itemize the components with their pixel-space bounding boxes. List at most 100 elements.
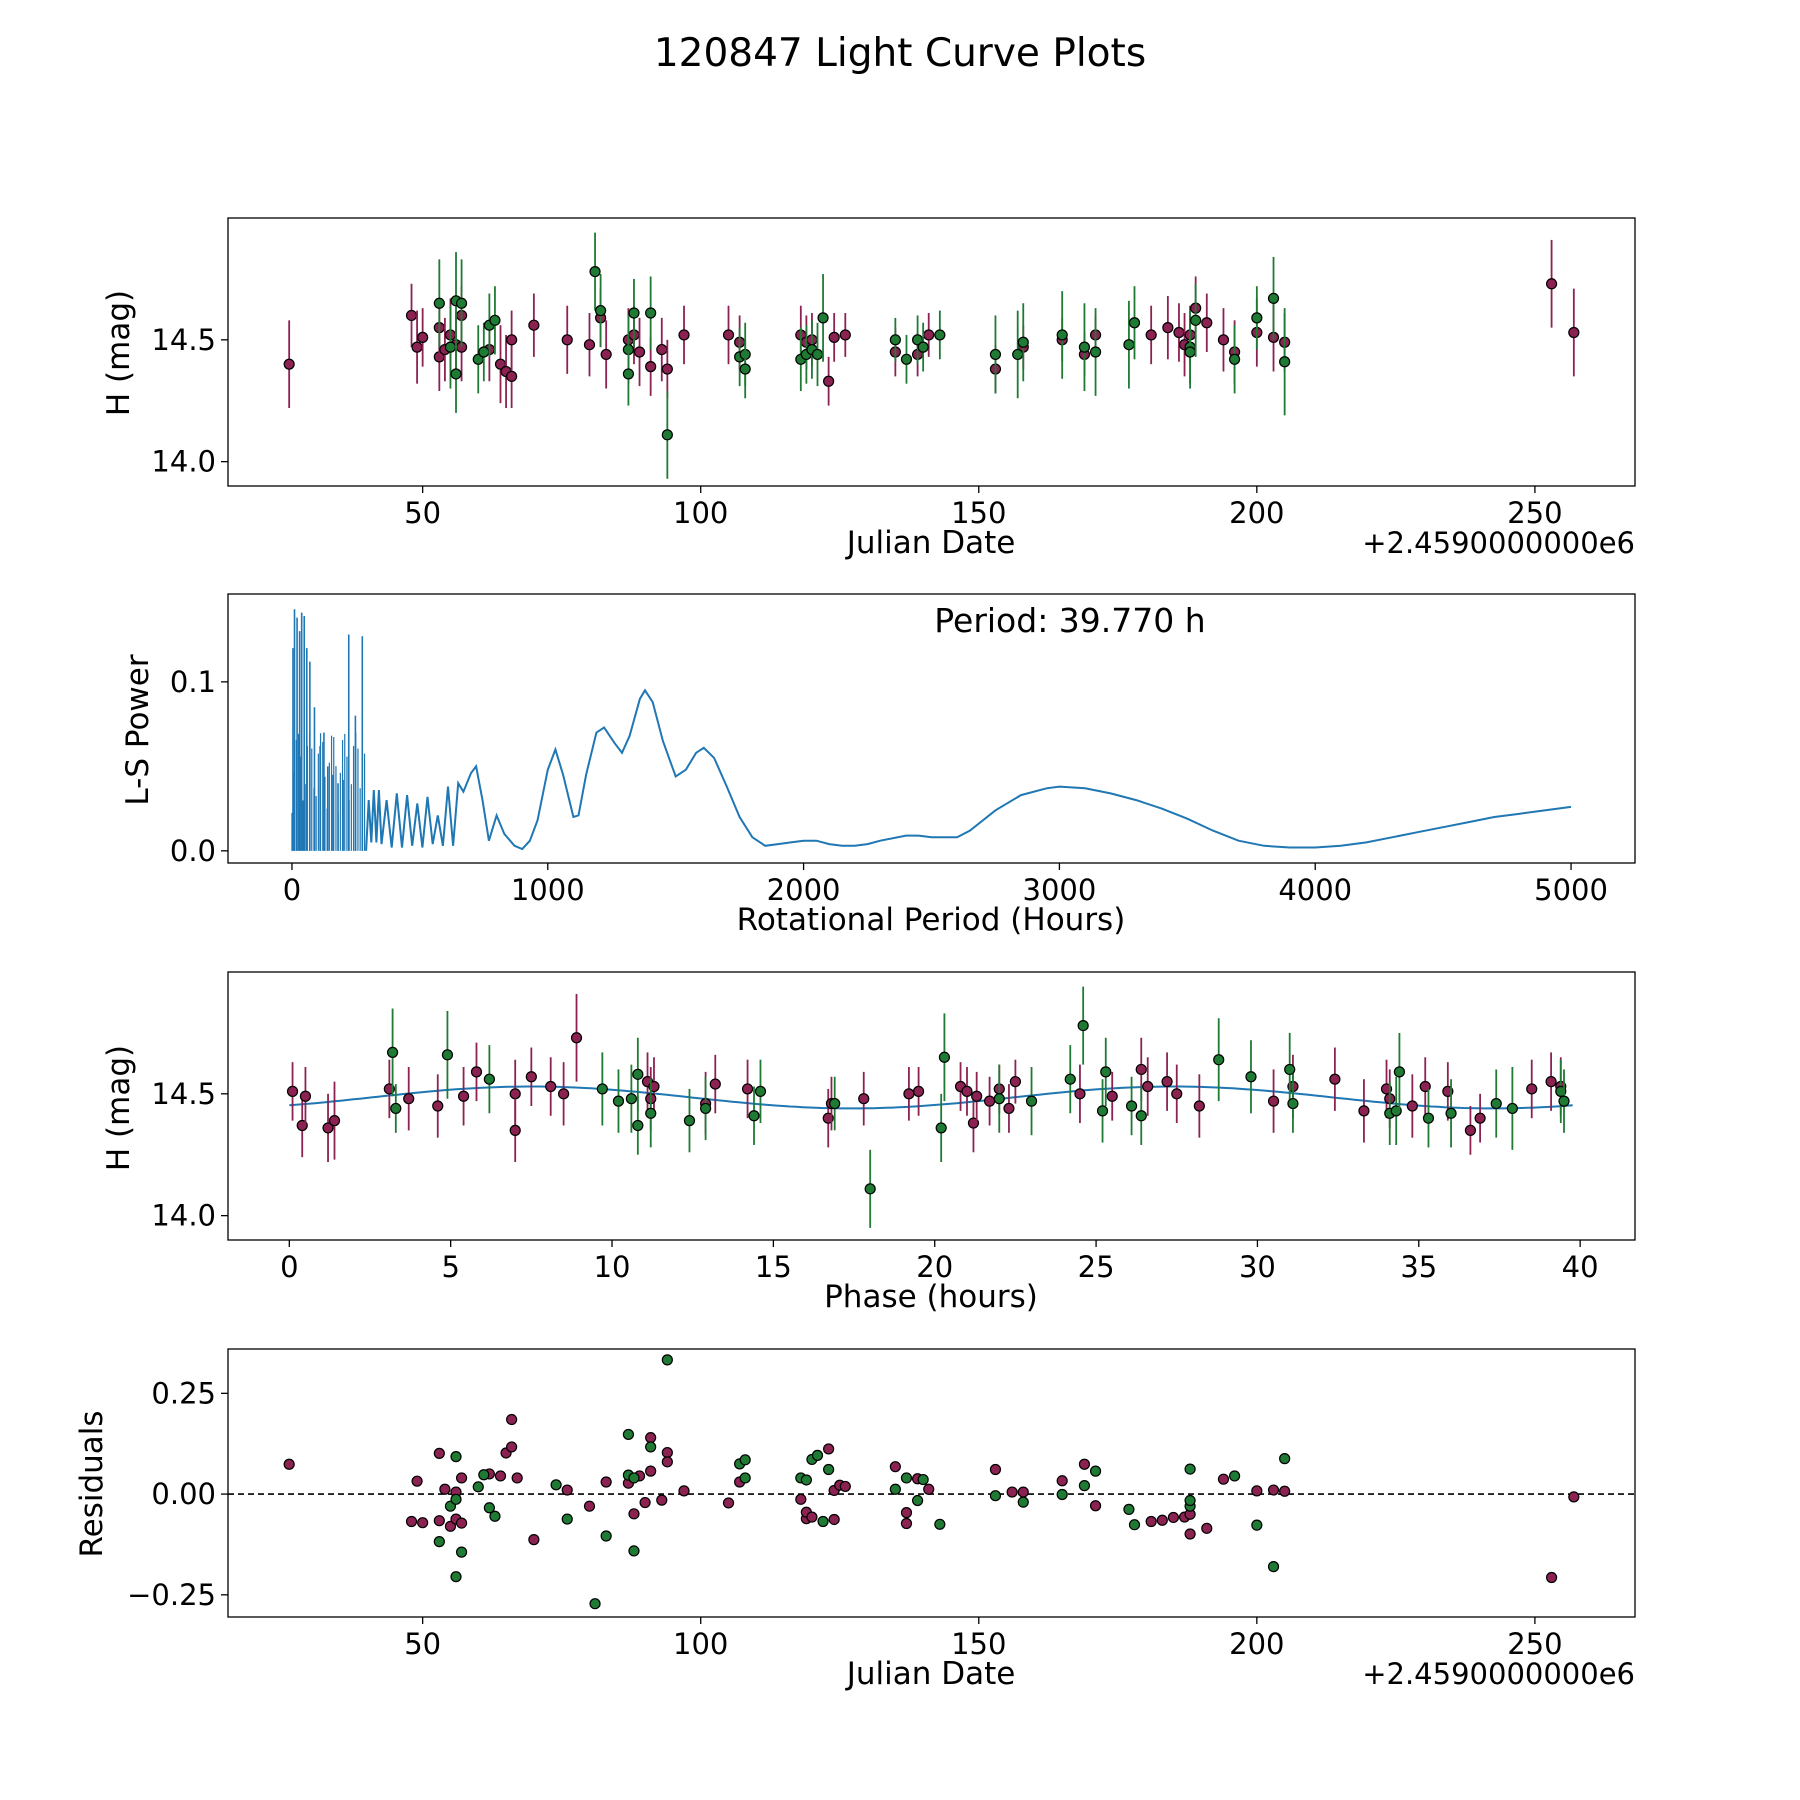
- filter_a-data-point: [661, 1446, 673, 1459]
- residuals-offset-label: +2.4590000000e6: [1362, 1657, 1635, 1691]
- filter_b-data-point: [989, 1490, 1002, 1502]
- filter_a-data-point: [328, 1115, 341, 1127]
- phased-xtick-label: 35: [1400, 1250, 1437, 1284]
- filter_b-data-point: [1393, 1066, 1406, 1078]
- phased-axes-frame: [227, 971, 1636, 1241]
- filter_b-data-point: [993, 1093, 1005, 1105]
- periodogram-ytick-label: 0.0: [170, 834, 216, 868]
- filter_b-data-point: [455, 1546, 468, 1558]
- filter_b-data-point: [489, 1510, 501, 1522]
- filter_b-data-point: [935, 1122, 947, 1134]
- filter_b-data-point: [889, 334, 901, 346]
- phased-ytick-label: 14.5: [151, 1077, 216, 1111]
- residuals-axes-frame: [227, 1348, 1636, 1618]
- filter_b-data-point: [478, 346, 490, 358]
- filter_b-data-point: [1267, 1561, 1280, 1573]
- filter_a-data-point: [433, 1515, 445, 1527]
- filter_a-data-point: [741, 1083, 754, 1095]
- filter_a-data-point: [1193, 1100, 1205, 1112]
- filter_b-data-point: [1017, 336, 1029, 348]
- filter_b-data-point: [1190, 314, 1202, 326]
- filter_a-data-point: [509, 1124, 521, 1136]
- filter_a-data-point: [1184, 1528, 1196, 1540]
- filter_b-data-point: [1012, 348, 1024, 361]
- lightcurve-ytick-label: 14.5: [151, 323, 216, 357]
- filter_b-data-point: [1123, 1503, 1135, 1515]
- filter_b-data-point: [739, 1454, 751, 1466]
- filter_a-data-point: [405, 1515, 418, 1528]
- filter_b-data-point: [1558, 1095, 1570, 1107]
- filter_a-data-point: [645, 361, 657, 373]
- lightcurve-xtick-label: 150: [951, 496, 1006, 530]
- filter_a-data-point: [457, 1090, 470, 1102]
- filter_b-data-point: [390, 1102, 402, 1115]
- filter_a-data-point: [1145, 1515, 1157, 1528]
- phased-xtick-label: 5: [441, 1250, 459, 1284]
- filter_a-data-point: [1078, 1458, 1091, 1470]
- filter_a-data-point: [678, 329, 690, 341]
- phased-xtick-label: 25: [1078, 1250, 1115, 1284]
- filter_b-data-point: [1064, 1073, 1076, 1085]
- filter_a-data-point: [1106, 1090, 1118, 1102]
- lightcurve-x-label: Julian Date: [845, 525, 1016, 561]
- filter_b-data-point: [811, 1449, 824, 1461]
- filter_b-data-point: [550, 1479, 562, 1491]
- filter_a-data-point: [283, 1458, 295, 1470]
- filter_b-data-point: [433, 1536, 445, 1548]
- filter_b-data-point: [823, 1463, 835, 1476]
- filter_a-data-point: [795, 1493, 807, 1505]
- filter_a-data-point: [1251, 1485, 1263, 1497]
- filter_b-data-point: [455, 297, 468, 309]
- phased-xtick-label: 20: [916, 1250, 953, 1284]
- filter_a-data-point: [403, 1093, 415, 1105]
- filter_a-data-point: [1161, 1076, 1173, 1088]
- filter_b-data-point: [1089, 1465, 1102, 1477]
- filter_b-data-point: [1128, 317, 1141, 329]
- filter_a-data-point: [439, 1483, 451, 1495]
- filter_a-data-point: [1217, 1473, 1230, 1485]
- filter_b-data-point: [1287, 1097, 1299, 1110]
- filter_b-data-point: [450, 368, 462, 380]
- filter_b-data-point: [483, 1073, 495, 1085]
- filter_a-data-point: [1329, 1073, 1341, 1085]
- filter_a-data-point: [558, 1088, 570, 1100]
- filter_a-data-point: [989, 1463, 1002, 1476]
- filter_b-data-point: [1284, 1063, 1296, 1076]
- residuals-xtick-label: 100: [673, 1627, 728, 1661]
- lightcurve-xtick-label: 250: [1507, 496, 1562, 530]
- lightcurve-offset-label: +2.4590000000e6: [1362, 526, 1635, 560]
- filter_b-data-point: [1056, 1488, 1068, 1501]
- filter_a-data-point: [923, 329, 935, 341]
- residuals-ytick-label: 0.25: [151, 1376, 216, 1410]
- filter_a-data-point: [545, 1080, 557, 1093]
- filter_b-data-point: [817, 1515, 829, 1528]
- filter_a-data-point: [1156, 1514, 1168, 1526]
- periodogram-x-label: Rotational Period (Hours): [737, 902, 1126, 938]
- filter_a-data-point: [1003, 1102, 1015, 1115]
- filter_a-data-point: [528, 319, 540, 331]
- filter_b-data-point: [450, 1451, 462, 1463]
- filter_a-data-point: [433, 1447, 445, 1459]
- periodogram-axes-frame: [227, 593, 1636, 864]
- filter_b-data-point: [1184, 1494, 1196, 1507]
- filter_b-data-point: [1445, 1107, 1457, 1119]
- residuals-xtick-label: 50: [404, 1627, 441, 1661]
- filter_b-data-point: [1077, 1019, 1089, 1032]
- filter_b-data-point: [600, 1530, 612, 1542]
- filter_b-data-point: [817, 312, 829, 324]
- residuals-data: [228, 1354, 1635, 1610]
- residuals-x-label: Julian Date: [845, 1656, 1016, 1692]
- periodogram-data: [291, 609, 1572, 851]
- filter_a-data-point: [561, 1484, 573, 1496]
- filter_b-data-point: [441, 1049, 454, 1061]
- filter_a-data-point: [1167, 1511, 1180, 1524]
- filter_b-data-point: [739, 363, 751, 375]
- filter_a-data-point: [656, 343, 668, 356]
- filter_b-data-point: [589, 266, 601, 278]
- filter_b-data-point: [444, 341, 457, 353]
- filter_a-data-point: [900, 1517, 913, 1530]
- filter_a-data-point: [405, 309, 418, 322]
- phase-model-curve: [289, 1085, 1573, 1110]
- filter_a-data-point: [823, 1443, 835, 1455]
- filter_a-data-point: [889, 1461, 901, 1473]
